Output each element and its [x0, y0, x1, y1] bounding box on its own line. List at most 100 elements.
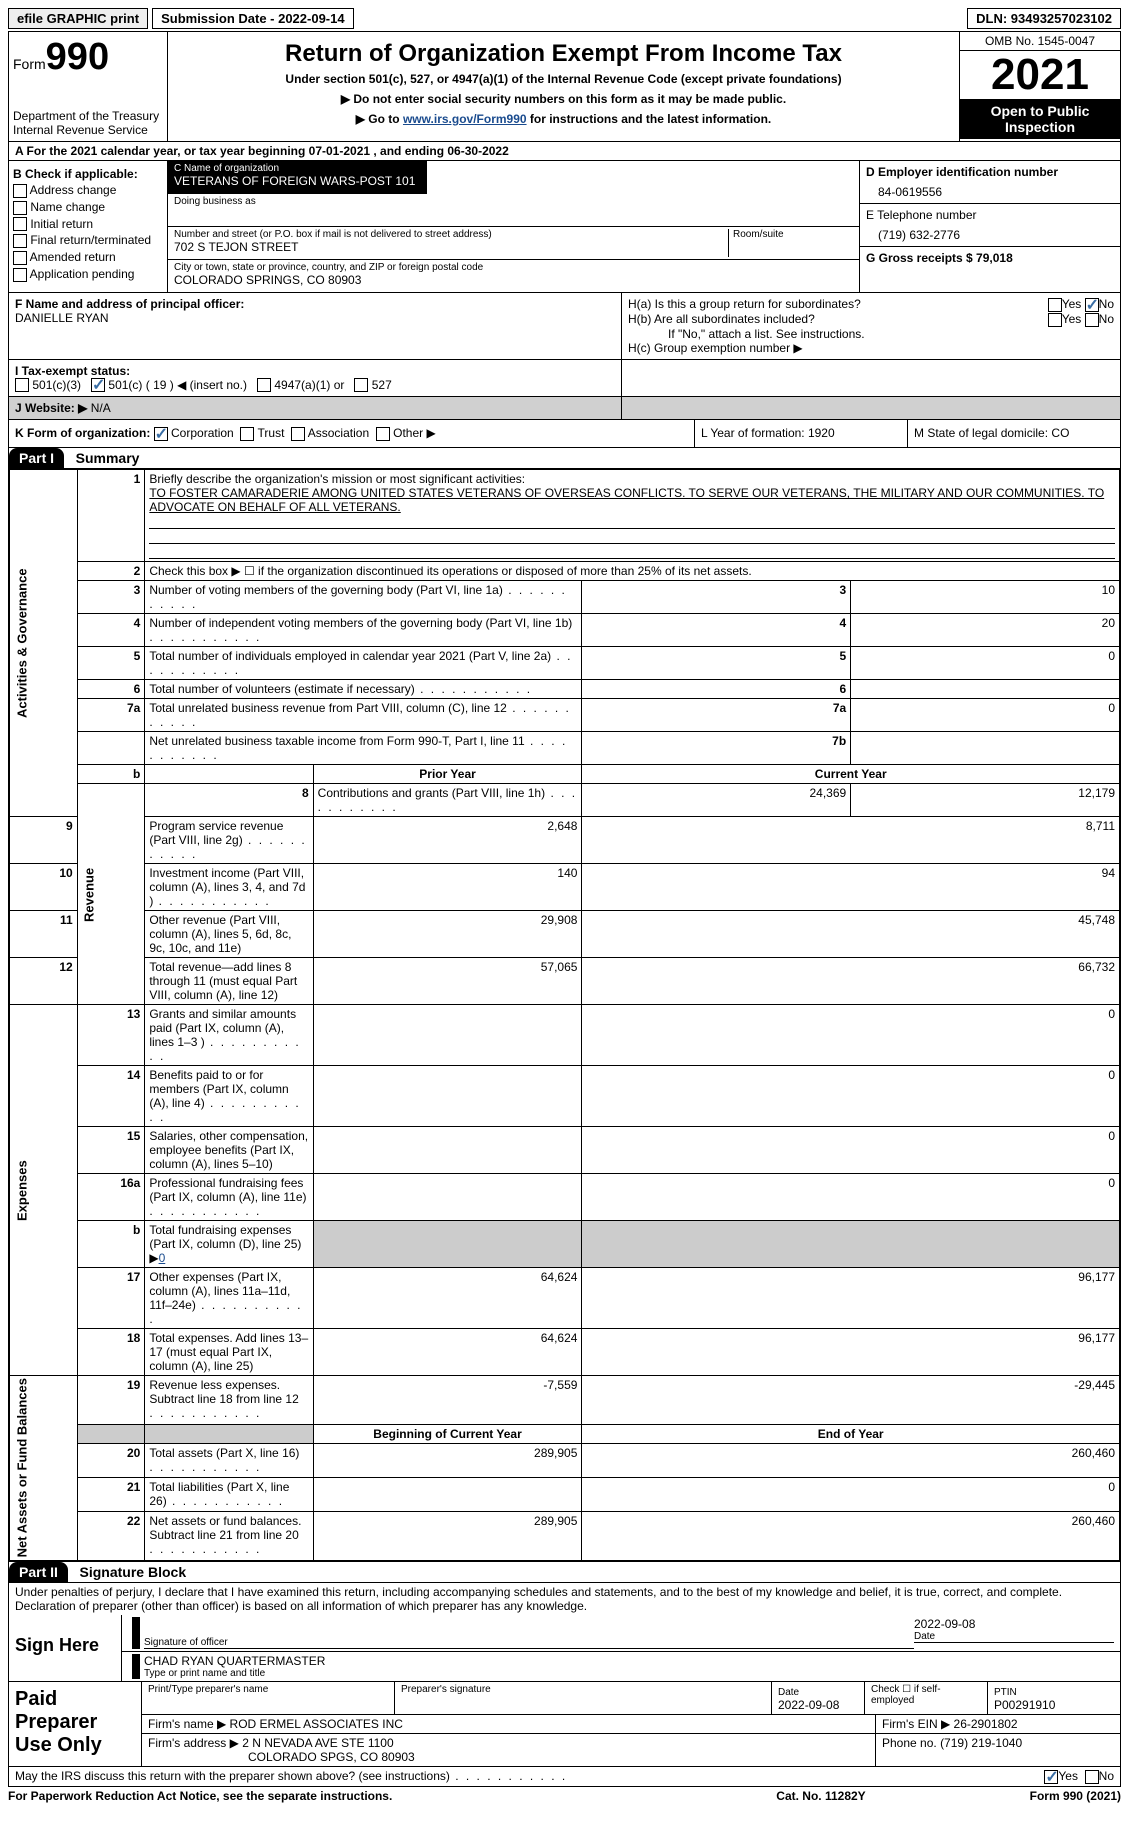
b-opt-4: Amended return — [30, 250, 116, 264]
line15: Salaries, other compensation, employee b… — [145, 1127, 313, 1174]
preparer-name-label: Print/Type preparer's name — [148, 1684, 388, 1695]
firm-addr2: COLORADO SPGS, CO 80903 — [148, 1750, 415, 1764]
part-ii-bar: Part II Signature Block — [9, 1561, 1120, 1583]
c21: 0 — [582, 1478, 1120, 1512]
m-state-domicile: M State of legal domicile: CO — [908, 420, 1120, 447]
cb-name-change[interactable] — [13, 201, 27, 215]
form-subtitle: Under section 501(c), 527, or 4947(a)(1)… — [172, 72, 955, 86]
line2: Check this box ▶ ☐ if the organization d… — [145, 562, 1120, 581]
note-link-row: ▶ Go to www.irs.gov/Form990 for instruct… — [172, 112, 955, 126]
c14: 0 — [582, 1066, 1120, 1127]
line8: Contributions and grants (Part VIII, lin… — [313, 784, 582, 817]
cb-hb-no[interactable] — [1085, 313, 1099, 327]
dba-label: Doing business as — [174, 196, 853, 207]
paid-preparer-label: Paid Preparer Use Only — [9, 1682, 141, 1766]
ein-label: D Employer identification number — [866, 165, 1114, 179]
cb-501c3[interactable] — [15, 378, 29, 392]
line10: Investment income (Part VIII, column (A)… — [145, 864, 313, 911]
b-opt-2: Initial return — [30, 217, 93, 231]
p8: 24,369 — [582, 784, 851, 817]
street-label: Number and street (or P.O. box if mail i… — [174, 229, 728, 240]
val3: 10 — [851, 581, 1120, 614]
cb-app-pending[interactable] — [13, 268, 27, 282]
irs-link[interactable]: www.irs.gov/Form990 — [403, 112, 527, 126]
cb-final-return[interactable] — [13, 234, 27, 248]
p20: 289,905 — [313, 1444, 582, 1478]
city-label: City or town, state or province, country… — [174, 262, 853, 273]
line7a: Total unrelated business revenue from Pa… — [145, 699, 582, 732]
form-990: Form990 Department of the Treasury Inter… — [8, 31, 1121, 1787]
form-number: 990 — [46, 36, 109, 78]
firm-ein-label: Firm's EIN ▶ — [882, 1717, 950, 1731]
line-a: A For the 2021 calendar year, or tax yea… — [9, 142, 1120, 161]
mission-text: TO FOSTER CAMARADERIE AMONG UNITED STATE… — [149, 486, 1104, 514]
j-label: J Website: ▶ — [15, 401, 87, 415]
irs-label: Internal Revenue Service — [13, 123, 163, 137]
section-b: B Check if applicable: Address change Na… — [9, 161, 168, 292]
line18: Total expenses. Add lines 13–17 (must eq… — [145, 1329, 313, 1376]
cb-501c[interactable] — [91, 378, 105, 392]
dln-label: DLN: 93493257023102 — [967, 8, 1121, 29]
section-i: I Tax-exempt status: 501(c)(3) 501(c) ( … — [9, 359, 1120, 397]
begin-year-hdr: Beginning of Current Year — [313, 1424, 582, 1444]
self-employed-check: Check ☐ if self-employed — [865, 1682, 988, 1714]
cb-address-change[interactable] — [13, 184, 27, 198]
hb-label: H(b) Are all subordinates included? — [628, 312, 1048, 327]
officer-name: DANIELLE RYAN — [15, 311, 615, 325]
paperwork-notice: For Paperwork Reduction Act Notice, see … — [8, 1789, 721, 1803]
city-value: COLORADO SPRINGS, CO 80903 — [174, 273, 853, 287]
cb-527[interactable] — [354, 378, 368, 392]
c22: 260,460 — [582, 1512, 1120, 1560]
header-left: Form990 Department of the Treasury Inter… — [9, 32, 168, 141]
tax-year: 2021 — [960, 51, 1120, 99]
line12: Total revenue—add lines 8 through 11 (mu… — [145, 958, 313, 1005]
c17: 96,177 — [582, 1268, 1120, 1329]
firm-addr1: 2 N NEVADA AVE STE 1100 — [242, 1736, 393, 1750]
form-footer: Form 990 (2021) — [921, 1789, 1121, 1803]
cb-ha-no[interactable] — [1085, 298, 1099, 312]
k-opt-1: Trust — [258, 426, 285, 440]
line21: Total liabilities (Part X, line 26) — [145, 1478, 313, 1512]
preparer-date: 2022-09-08 — [778, 1698, 839, 1712]
cb-assoc[interactable] — [291, 427, 305, 441]
part-ii-title: Signature Block — [72, 1564, 187, 1580]
val6 — [851, 680, 1120, 699]
cb-discuss-no[interactable] — [1085, 1770, 1099, 1784]
efile-print-button[interactable]: efile GRAPHIC print — [8, 8, 148, 29]
p10: 140 — [313, 864, 582, 911]
sections-klm: K Form of organization: Corporation Trus… — [9, 419, 1120, 447]
cb-4947[interactable] — [257, 378, 271, 392]
note2-post: for instructions and the latest informat… — [527, 112, 772, 126]
cb-ha-yes[interactable] — [1048, 298, 1062, 312]
preparer-sig-label: Preparer's signature — [401, 1684, 765, 1695]
c18: 96,177 — [582, 1329, 1120, 1376]
p19: -7,559 — [313, 1376, 582, 1424]
c12: 66,732 — [582, 958, 1120, 1005]
p18: 64,624 — [313, 1329, 582, 1376]
form-title: Return of Organization Exempt From Incom… — [172, 40, 955, 68]
cb-initial-return[interactable] — [13, 217, 27, 231]
gross-receipts: G Gross receipts $ 79,018 — [866, 251, 1114, 265]
p16a — [313, 1174, 582, 1221]
cb-trust[interactable] — [240, 427, 254, 441]
ha-no: No — [1099, 297, 1114, 311]
c13: 0 — [582, 1005, 1120, 1066]
c-name-label: C Name of organization — [174, 163, 415, 174]
part-i-bar: Part I Summary — [9, 447, 1120, 469]
cb-other[interactable] — [376, 427, 390, 441]
room-label: Room/suite — [733, 229, 853, 240]
line16a: Professional fundraising fees (Part IX, … — [145, 1174, 313, 1221]
sig-date-label: Date — [914, 1631, 1114, 1643]
k-opt-2: Association — [308, 426, 369, 440]
cb-amended[interactable] — [13, 251, 27, 265]
ptin-value: P00291910 — [994, 1698, 1055, 1712]
vlabel-activities: Activities & Governance — [10, 470, 78, 817]
firm-name-label: Firm's name ▶ — [148, 1717, 226, 1731]
cb-discuss-yes[interactable] — [1044, 1770, 1058, 1784]
c11: 45,748 — [582, 911, 1120, 958]
line20: Total assets (Part X, line 16) — [145, 1444, 313, 1478]
i-label: I Tax-exempt status: — [15, 364, 130, 378]
page-footer: For Paperwork Reduction Act Notice, see … — [8, 1787, 1121, 1805]
cb-hb-yes[interactable] — [1048, 313, 1062, 327]
cb-corp[interactable] — [154, 427, 168, 441]
